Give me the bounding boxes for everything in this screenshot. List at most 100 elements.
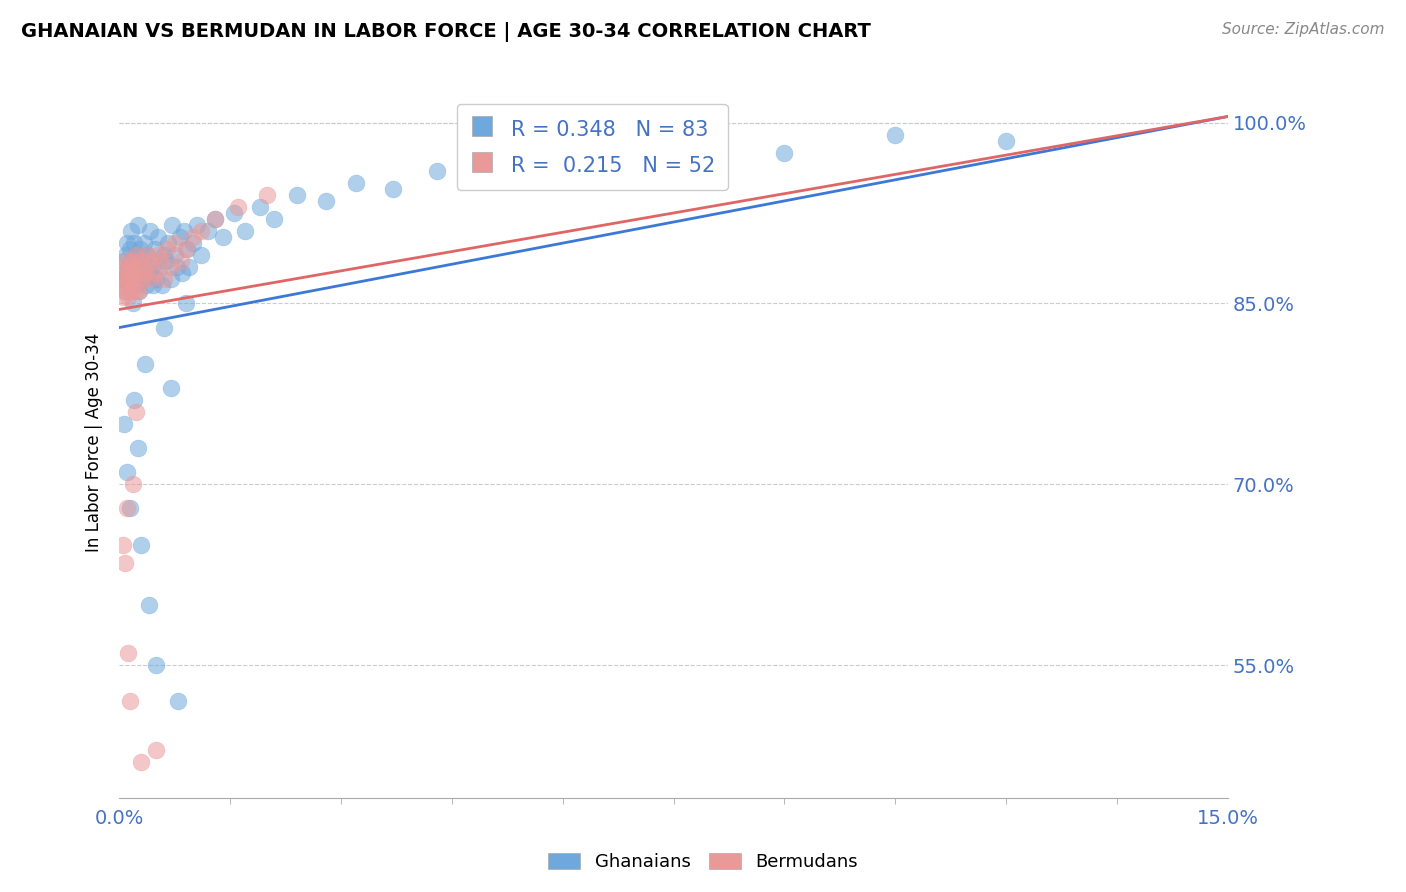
Point: [138, 272, 160, 286]
Point: [117, 272, 139, 286]
Point: [603, 158, 626, 172]
Point: [117, 646, 139, 660]
Point: [125, 248, 148, 262]
Point: [197, 224, 219, 238]
Point: [129, 254, 152, 268]
Point: [157, 236, 180, 251]
Point: [134, 357, 156, 371]
Point: [124, 266, 146, 280]
Point: [204, 212, 226, 227]
Point: [138, 266, 160, 280]
Point: [165, 236, 187, 251]
Point: [160, 272, 183, 286]
Point: [112, 260, 135, 275]
Point: [121, 296, 143, 310]
Point: [156, 242, 179, 256]
Point: [426, 163, 449, 178]
Point: [167, 694, 190, 708]
Point: [160, 381, 183, 395]
Point: [118, 278, 141, 293]
Point: [111, 290, 134, 304]
Point: [131, 272, 153, 286]
Point: [115, 465, 138, 479]
Point: [145, 742, 167, 756]
Point: [169, 230, 191, 244]
Point: [263, 212, 285, 227]
Point: [285, 187, 308, 202]
Text: Source: ZipAtlas.com: Source: ZipAtlas.com: [1222, 22, 1385, 37]
Point: [121, 272, 143, 286]
Point: [124, 285, 146, 299]
Point: [111, 272, 134, 286]
Point: [134, 236, 156, 251]
Point: [132, 254, 155, 268]
Point: [146, 230, 169, 244]
Point: [122, 278, 145, 293]
Point: [138, 598, 160, 612]
Point: [128, 285, 150, 299]
Legend: R = 0.348   N = 83, R =  0.215   N = 52: R = 0.348 N = 83, R = 0.215 N = 52: [457, 103, 728, 190]
Point: [120, 272, 142, 286]
Point: [111, 538, 134, 552]
Point: [114, 285, 136, 299]
Point: [145, 272, 167, 286]
Point: [118, 260, 141, 275]
Point: [172, 266, 194, 280]
Point: [121, 254, 143, 268]
Point: [995, 134, 1018, 148]
Point: [122, 260, 145, 275]
Point: [136, 248, 159, 262]
Point: [176, 242, 198, 256]
Point: [344, 176, 367, 190]
Point: [122, 392, 145, 407]
Point: [132, 260, 155, 275]
Point: [179, 260, 201, 275]
Point: [256, 187, 278, 202]
Point: [174, 296, 197, 310]
Point: [186, 218, 208, 232]
Legend: Ghanaians, Bermudans: Ghanaians, Bermudans: [540, 846, 866, 879]
Point: [131, 272, 153, 286]
Point: [115, 501, 138, 516]
Point: [117, 260, 139, 275]
Text: GHANAIAN VS BERMUDAN IN LABOR FORCE | AGE 30-34 CORRELATION CHART: GHANAIAN VS BERMUDAN IN LABOR FORCE | AG…: [21, 22, 870, 42]
Point: [135, 278, 157, 293]
Point: [114, 278, 136, 293]
Point: [152, 248, 174, 262]
Point: [143, 242, 166, 256]
Point: [124, 405, 146, 419]
Point: [211, 230, 233, 244]
Point: [127, 218, 149, 232]
Point: [117, 290, 139, 304]
Point: [127, 266, 149, 280]
Point: [190, 248, 212, 262]
Point: [125, 248, 148, 262]
Point: [120, 285, 142, 299]
Point: [131, 538, 153, 552]
Point: [139, 224, 162, 238]
Point: [121, 477, 143, 491]
Point: [142, 278, 165, 293]
Point: [381, 182, 404, 196]
Point: [149, 254, 172, 268]
Point: [111, 272, 134, 286]
Point: [128, 285, 150, 299]
Point: [115, 285, 138, 299]
Point: [121, 254, 143, 268]
Point: [114, 254, 136, 268]
Point: [173, 224, 195, 238]
Point: [141, 260, 163, 275]
Point: [190, 224, 212, 238]
Point: [129, 242, 152, 256]
Point: [162, 218, 184, 232]
Point: [146, 248, 169, 262]
Point: [141, 254, 163, 268]
Point: [150, 278, 173, 293]
Point: [120, 694, 142, 708]
Point: [163, 248, 186, 262]
Point: [478, 169, 501, 184]
Point: [118, 278, 141, 293]
Point: [155, 254, 177, 268]
Point: [114, 266, 136, 280]
Point: [152, 320, 174, 334]
